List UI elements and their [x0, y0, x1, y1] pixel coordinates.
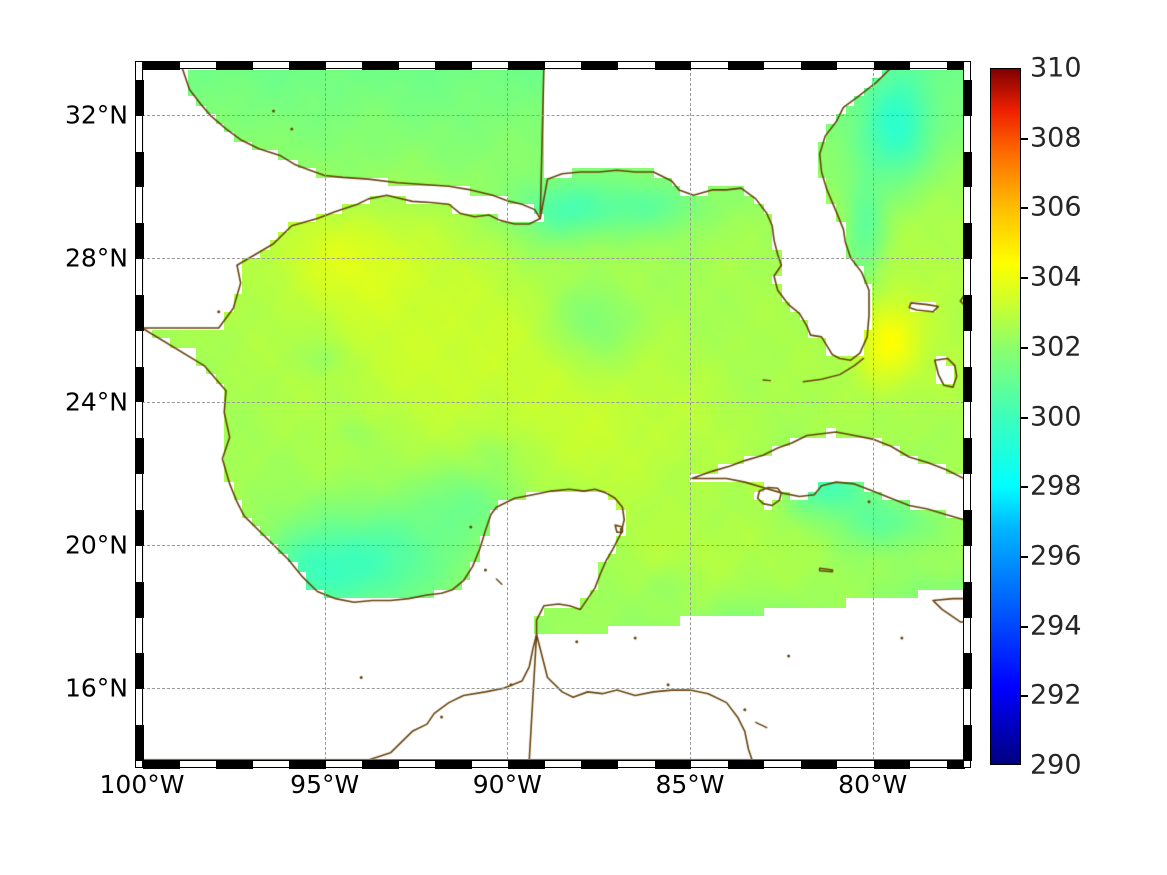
frame-band-left	[135, 61, 144, 768]
frame-band-right	[963, 61, 972, 768]
y-tick-label: 32°N	[64, 100, 128, 130]
colorbar-tick	[1021, 486, 1028, 489]
frame-tick-segment	[946, 761, 965, 769]
frame-tick-segment	[800, 62, 838, 70]
frame-tick-segment	[143, 62, 180, 70]
frame-tick-segment	[136, 294, 144, 331]
frame-tick-segment	[216, 62, 253, 70]
coastline-layer	[142, 68, 964, 760]
frame-tick-segment	[136, 366, 144, 403]
x-tick-label: 80°W	[838, 770, 908, 799]
x-tick-label: 90°W	[472, 770, 542, 799]
frame-tick-segment	[800, 761, 838, 769]
colorbar-tick	[1021, 416, 1028, 419]
frame-tick-segment	[946, 62, 965, 70]
frame-tick-segment	[435, 761, 472, 769]
frame-tick-segment	[873, 761, 911, 769]
frame-tick-segment	[654, 761, 691, 769]
frame-tick-segment	[216, 761, 253, 769]
colorbar-tick-label: 310	[1030, 52, 1082, 84]
frame-tick-segment	[964, 510, 972, 546]
frame-tick-segment	[508, 62, 545, 70]
colorbar-tick-label: 292	[1030, 679, 1082, 711]
colorbar-tick-label: 302	[1030, 331, 1082, 363]
y-tick-label: 28°N	[64, 243, 128, 273]
colorbar-tick-label: 296	[1030, 540, 1082, 572]
colorbar-tick	[1021, 137, 1028, 140]
frame-tick-segment	[136, 653, 144, 690]
colorbar-tick-label: 294	[1030, 610, 1082, 642]
x-tick-label: 85°W	[655, 770, 725, 799]
frame-band-top	[135, 61, 971, 70]
frame-tick-segment	[964, 151, 972, 188]
colorbar[interactable]	[990, 68, 1028, 765]
colorbar-tick-label: 306	[1030, 191, 1082, 223]
colorbar-tick-label: 308	[1030, 122, 1082, 154]
frame-tick-segment	[136, 223, 144, 260]
y-tick-label: 24°N	[64, 387, 128, 416]
frame-tick-segment	[289, 761, 326, 769]
colorbar-tick	[1021, 277, 1028, 280]
colorbar-tick-label: 300	[1030, 401, 1082, 432]
colorbar-gradient	[990, 68, 1021, 765]
frame-tick-segment	[136, 725, 144, 761]
map-axes[interactable]	[142, 68, 964, 760]
x-tick-label: 95°W	[290, 770, 360, 799]
y-tick-label: 20°N	[64, 530, 128, 560]
frame-tick-segment	[727, 761, 764, 769]
colorbar-tick	[1021, 207, 1028, 210]
frame-tick-segment	[289, 62, 326, 70]
frame-tick-segment	[964, 438, 972, 475]
colorbar-tick	[1021, 625, 1028, 628]
frame-tick-segment	[727, 62, 764, 70]
frame-tick-segment	[964, 725, 972, 761]
colorbar-tick	[1021, 555, 1028, 558]
colorbar-tick	[1021, 695, 1028, 698]
frame-tick-segment	[136, 581, 144, 618]
frame-tick-segment	[581, 761, 618, 769]
frame-tick-segment	[136, 438, 144, 475]
frame-tick-segment	[136, 79, 144, 116]
frame-tick-segment	[964, 79, 972, 116]
frame-tick-segment	[136, 151, 144, 188]
x-tick-label: 100°W	[99, 770, 185, 799]
frame-tick-segment	[964, 223, 972, 260]
frame-tick-segment	[964, 294, 972, 331]
colorbar-tick	[1021, 346, 1028, 349]
frame-tick-segment	[362, 761, 399, 769]
frame-band-bottom	[135, 760, 971, 769]
frame-tick-segment	[136, 510, 144, 546]
y-tick-label: 16°N	[64, 673, 128, 703]
frame-tick-segment	[143, 761, 180, 769]
frame-tick-segment	[654, 62, 691, 70]
colorbar-tick-label: 298	[1030, 470, 1082, 502]
colorbar-tick-label: 290	[1030, 749, 1082, 781]
frame-tick-segment	[508, 761, 545, 769]
frame-tick-segment	[362, 62, 399, 70]
frame-tick-segment	[964, 581, 972, 618]
colorbar-tick-label: 304	[1030, 261, 1082, 293]
map-data-area	[142, 68, 964, 760]
frame-tick-segment	[435, 62, 472, 70]
frame-tick-segment	[964, 653, 972, 690]
frame-tick-segment	[581, 62, 618, 70]
frame-tick-segment	[873, 62, 911, 70]
frame-tick-segment	[964, 366, 972, 403]
